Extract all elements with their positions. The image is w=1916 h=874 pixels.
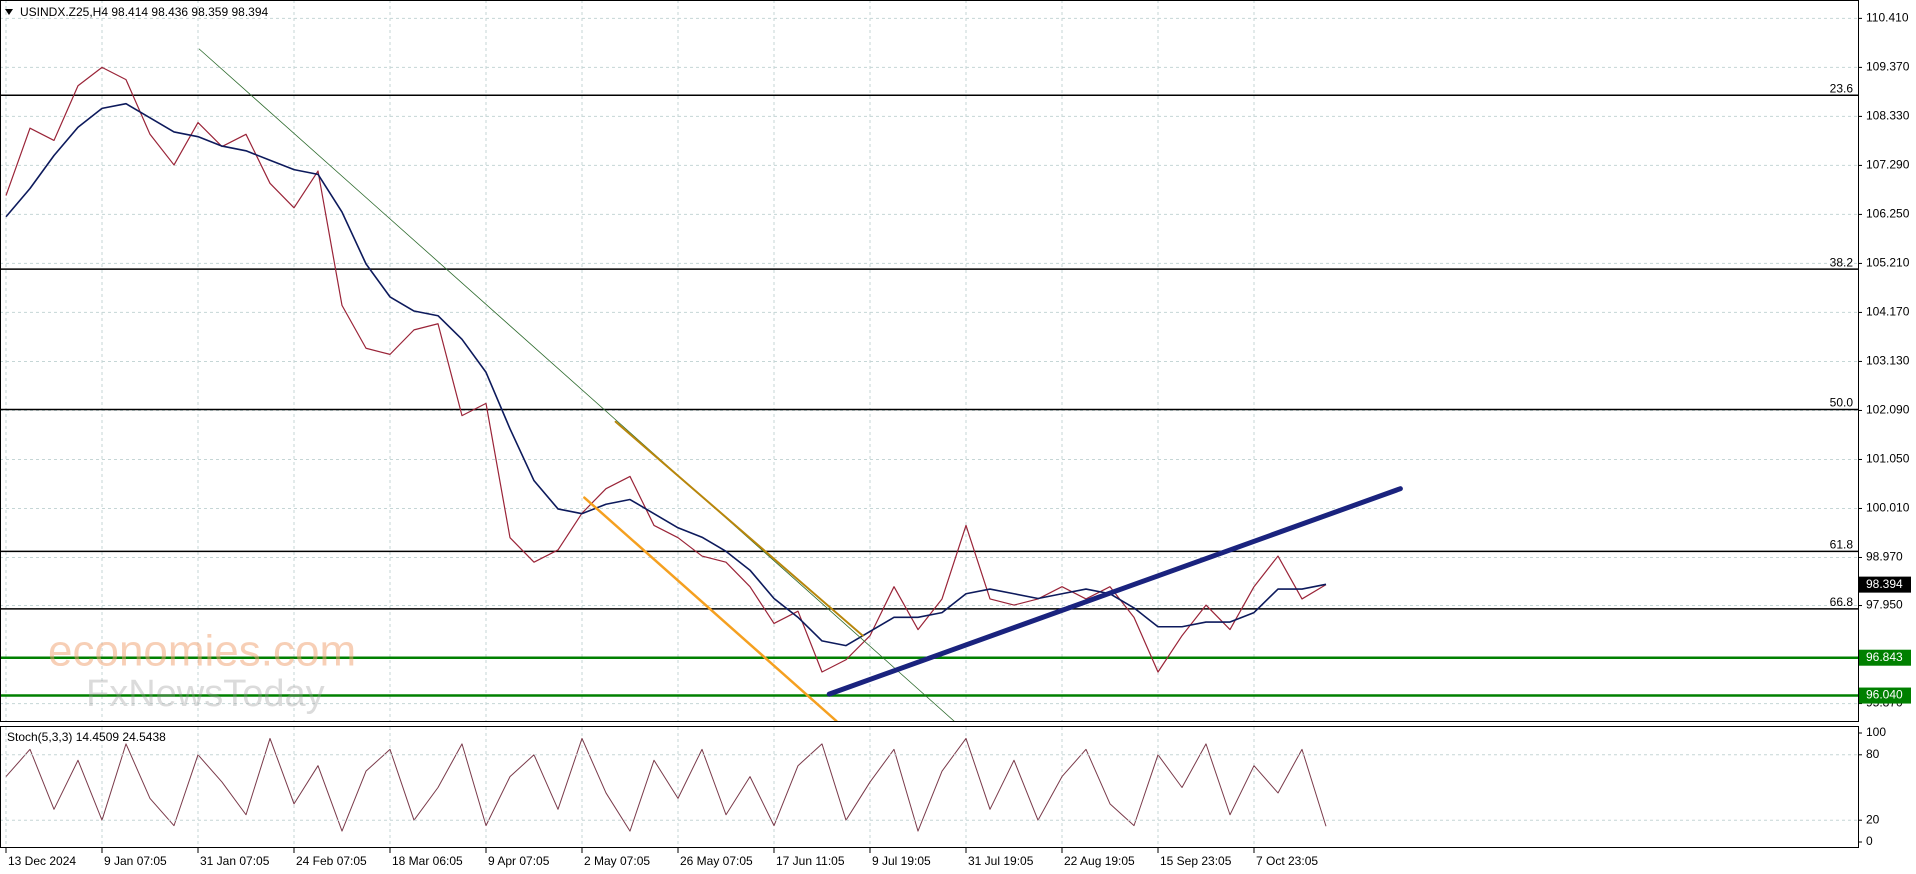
y-tick-label: 98.970 [1866,550,1903,564]
x-tick-label: 17 Jun 11:05 [776,854,845,868]
price-tag [1859,687,1911,704]
x-tick-label: 2 May 07:05 [584,854,650,868]
price-tag-label: 96.040 [1866,688,1903,702]
x-tick-label: 9 Jan 07:05 [104,854,167,868]
x-tick-label: 31 Jan 07:05 [200,854,270,868]
watermark: FxNewsToday [86,673,325,715]
main-plot: 23.6 38.2 50.0 61.8 66.8 economies.comFxNewsT… [1,1,1858,721]
y-tick-label: 109.370 [1866,60,1910,74]
x-tick-label: 18 Mar 06:05 [392,854,463,868]
series-line [5,737,1327,832]
y-tick-label: 107.290 [1866,158,1910,172]
x-tick-label: 31 Jul 19:05 [968,854,1034,868]
x-tick-label: 26 May 07:05 [680,854,753,868]
y-tick-label: 20 [1866,812,1880,826]
series-line [5,66,1327,673]
fib-label: 23.6 [1830,81,1854,95]
y-tick-label: 100.010 [1866,501,1910,515]
y-tick-label: 80 [1866,747,1880,761]
y-tick-label: 97.950 [1866,598,1903,612]
price-tag [1859,649,1911,666]
y-tick-label: 106.250 [1866,207,1910,221]
x-tick-label: 13 Dec 2024 [8,854,76,868]
fib-label: 66.8 [1830,595,1854,609]
y-tick-label: 105.210 [1866,256,1910,270]
x-tick-label: 9 Jul 19:05 [872,854,931,868]
x-tick-label: 15 Sep 23:05 [1160,854,1232,868]
y-tick-label: 100 [1866,725,1886,739]
x-tick-label: 22 Aug 19:05 [1064,854,1135,868]
series-line [5,102,1327,647]
stoch-plot [1,727,1858,847]
fib-label: 50.0 [1830,396,1854,410]
stoch-title: Stoch(5,3,3) 14.4509 24.5438 [7,730,166,744]
y-tick-label: 0 [1866,834,1873,848]
fib-label: 38.2 [1830,255,1854,269]
last-price-tag [1859,576,1911,593]
x-tick-label: 24 Feb 07:05 [296,854,367,868]
axes: 13 Dec 2024 9 Jan 07:05 31 Jan 07:05 24 Feb… [5,11,1911,868]
trendline [826,486,1403,697]
menu-arrow[interactable] [5,9,13,15]
y-tick-label: 102.090 [1866,403,1910,417]
price-tag-label: 96.843 [1866,650,1903,664]
trendline [614,420,864,637]
fib-label: 61.8 [1830,538,1854,552]
y-tick-label: 110.410 [1866,11,1909,25]
trendline [198,48,955,721]
y-tick-label: 103.130 [1866,354,1910,368]
x-tick-label: 9 Apr 07:05 [488,854,550,868]
trendline [583,496,838,721]
y-tick-label: 101.050 [1866,452,1910,466]
y-tick-label: 108.330 [1866,109,1910,123]
watermark: economies.com [48,627,356,676]
stoch-panel-frame [0,726,1859,848]
y-tick-label: 104.170 [1866,305,1910,319]
x-tick-label: 7 Oct 23:05 [1256,854,1318,868]
chart-title: USINDX.Z25,H4 98.414 98.436 98.359 98.39… [20,5,269,19]
last-price-label: 98.394 [1866,577,1903,591]
